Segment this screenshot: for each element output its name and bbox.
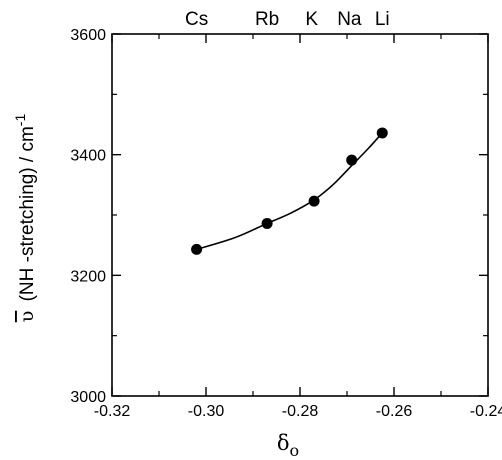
data-points — [191, 127, 388, 255]
x-axis-title-main: δ — [277, 431, 290, 455]
svg-text:υ (NH -stretching) / cm-: υ (NH -stretching) / cm-1 — [12, 114, 38, 323]
data-point — [346, 154, 358, 166]
tick-labels: -0.32 -0.30 -0.28 -0.26 -0.24 3000 3200 3400 360… — [70, 27, 502, 420]
data-point — [308, 195, 320, 207]
top-label-rb: Rb — [255, 9, 279, 30]
x-tick-label: -0.30 — [188, 403, 225, 420]
plot-border — [111, 33, 489, 397]
y-tick-label: 3600 — [70, 27, 106, 44]
y-axis-title-symbol: υ — [16, 311, 38, 323]
top-label-k: K — [305, 9, 318, 30]
fit-curve — [196, 132, 383, 251]
x-axis-title-sub: o — [290, 441, 300, 460]
top-labels: Cs Rb K Na Li — [185, 9, 390, 30]
x-axis-title: δo — [277, 431, 299, 460]
y-axis-title: υ (NH -stretching) / cm-1 — [12, 114, 38, 323]
data-point — [376, 127, 388, 139]
plot-frame — [111, 33, 489, 397]
axis-ticks — [111, 33, 489, 397]
top-label-na: Na — [337, 9, 362, 30]
y-tick-label: 3000 — [70, 389, 106, 406]
top-label-cs: Cs — [185, 9, 208, 30]
fit-curve-group — [196, 132, 383, 251]
y-axis-title-text: (NH -stretching) / cm — [17, 126, 38, 301]
data-point — [191, 243, 203, 255]
x-tick-label: -0.32 — [94, 403, 131, 420]
data-point — [261, 217, 273, 229]
top-label-li: Li — [375, 9, 390, 30]
x-tick-label: -0.24 — [470, 403, 502, 420]
y-tick-label: 3200 — [70, 268, 106, 285]
x-tick-label: -0.28 — [282, 403, 319, 420]
y-tick-label: 3400 — [70, 148, 106, 165]
x-tick-label: -0.26 — [376, 403, 413, 420]
y-axis-title-sup: -1 — [12, 114, 28, 127]
